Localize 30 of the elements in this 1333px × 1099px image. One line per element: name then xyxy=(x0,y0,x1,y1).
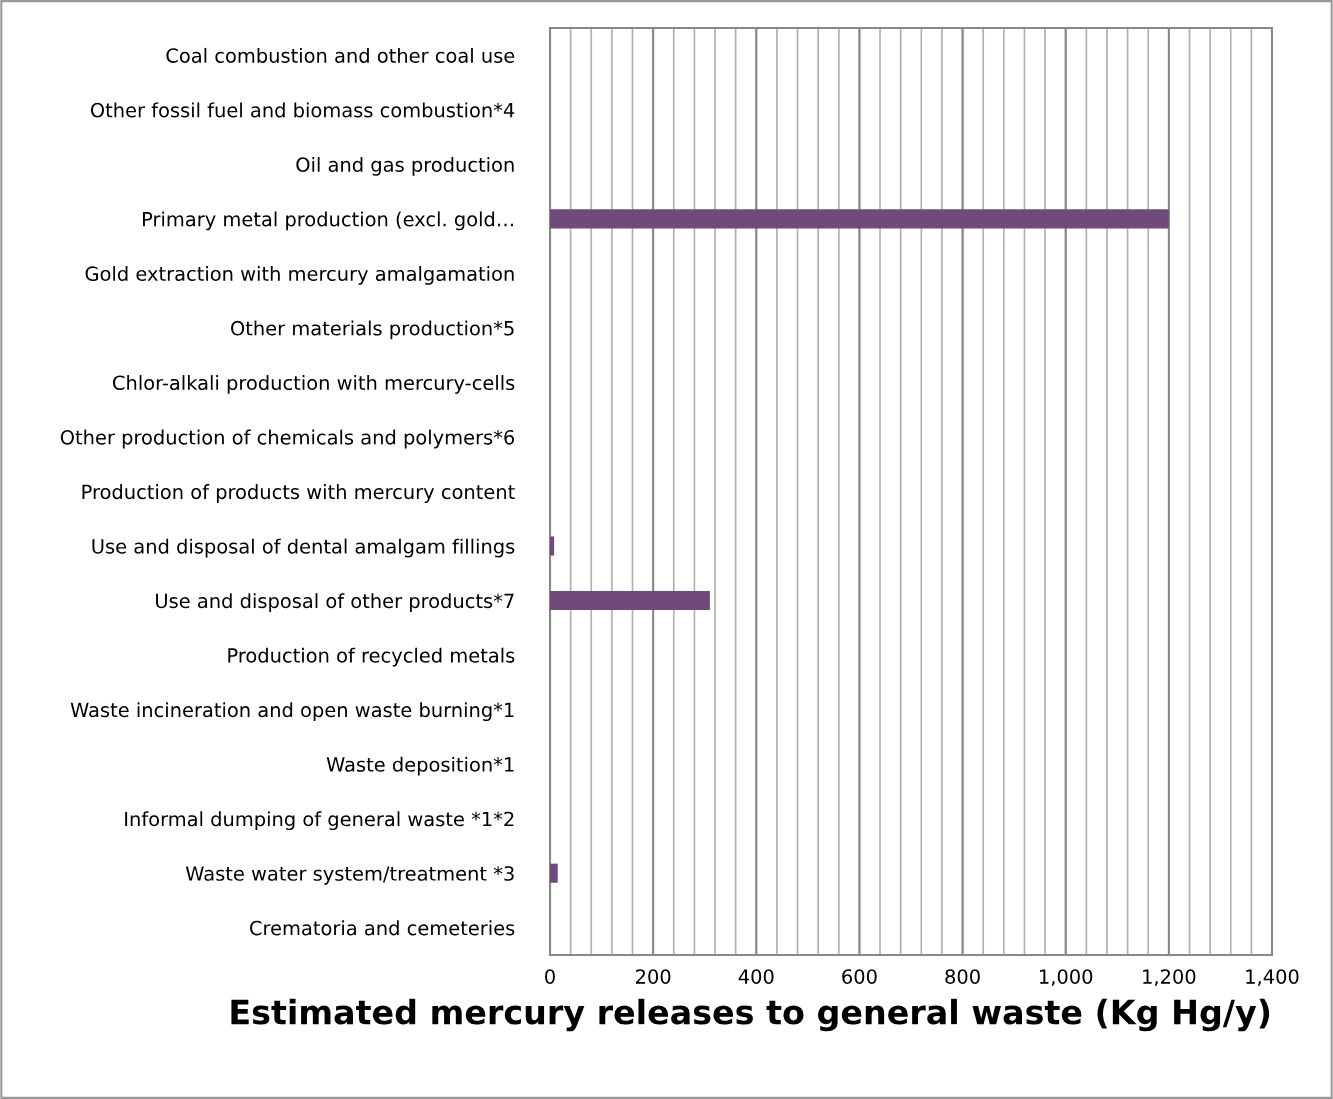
y-tick-label: Waste deposition*1 xyxy=(326,756,514,776)
x-tick-label: 800 xyxy=(945,969,980,984)
y-tick-label: Other fossil fuel and biomass combustion*4 xyxy=(90,102,515,118)
y-tick-label: Production of products with mercury content xyxy=(82,484,515,503)
y-tick-label: Chlor-alkali production with mercury-cells xyxy=(113,375,515,394)
y-tick-label: Other production of chemicals and polymers*6 xyxy=(60,429,515,449)
y-tick-label: Crematoria and cemeteries xyxy=(250,920,515,936)
bar xyxy=(550,591,710,611)
x-tick-label: 1,200 xyxy=(1143,969,1196,986)
y-tick-label: Use and disposal of other products*7 xyxy=(156,593,514,612)
bar xyxy=(550,863,558,883)
y-tick-label: Use and disposal of dental amalgam fillings xyxy=(92,538,515,558)
x-axis-title: Estimated mercury releases to general waste (Kg Hg/y) xyxy=(231,998,1270,1032)
x-tick-label: 600 xyxy=(842,969,877,984)
x-tick-label: 200 xyxy=(636,969,671,984)
x-tick-label: 1,000 xyxy=(1040,969,1093,986)
y-tick-label: Informal dumping of general waste *1*2 xyxy=(125,811,514,831)
x-tick-label: 1,400 xyxy=(1246,969,1299,986)
y-tick-label: Waste water system/treatment *3 xyxy=(185,866,514,885)
x-tick-label: 0 xyxy=(545,969,555,984)
y-tick-label: Oil and gas production xyxy=(296,156,514,176)
y-tick-label: Production of recycled metals xyxy=(228,647,515,667)
x-tick-label: 400 xyxy=(738,969,774,984)
y-tick-label: Waste incineration and open waste burning*1 xyxy=(70,702,514,722)
y-tick-label: Coal combustion and other coal use xyxy=(166,47,515,63)
y-tick-label: Gold extraction with mercury amalgamation xyxy=(85,265,514,285)
y-tick-label: Primary metal production (excl. gold… xyxy=(143,211,514,231)
bar xyxy=(550,536,555,556)
bar xyxy=(550,209,1169,229)
y-tick-label: Other materials production*5 xyxy=(231,320,514,340)
